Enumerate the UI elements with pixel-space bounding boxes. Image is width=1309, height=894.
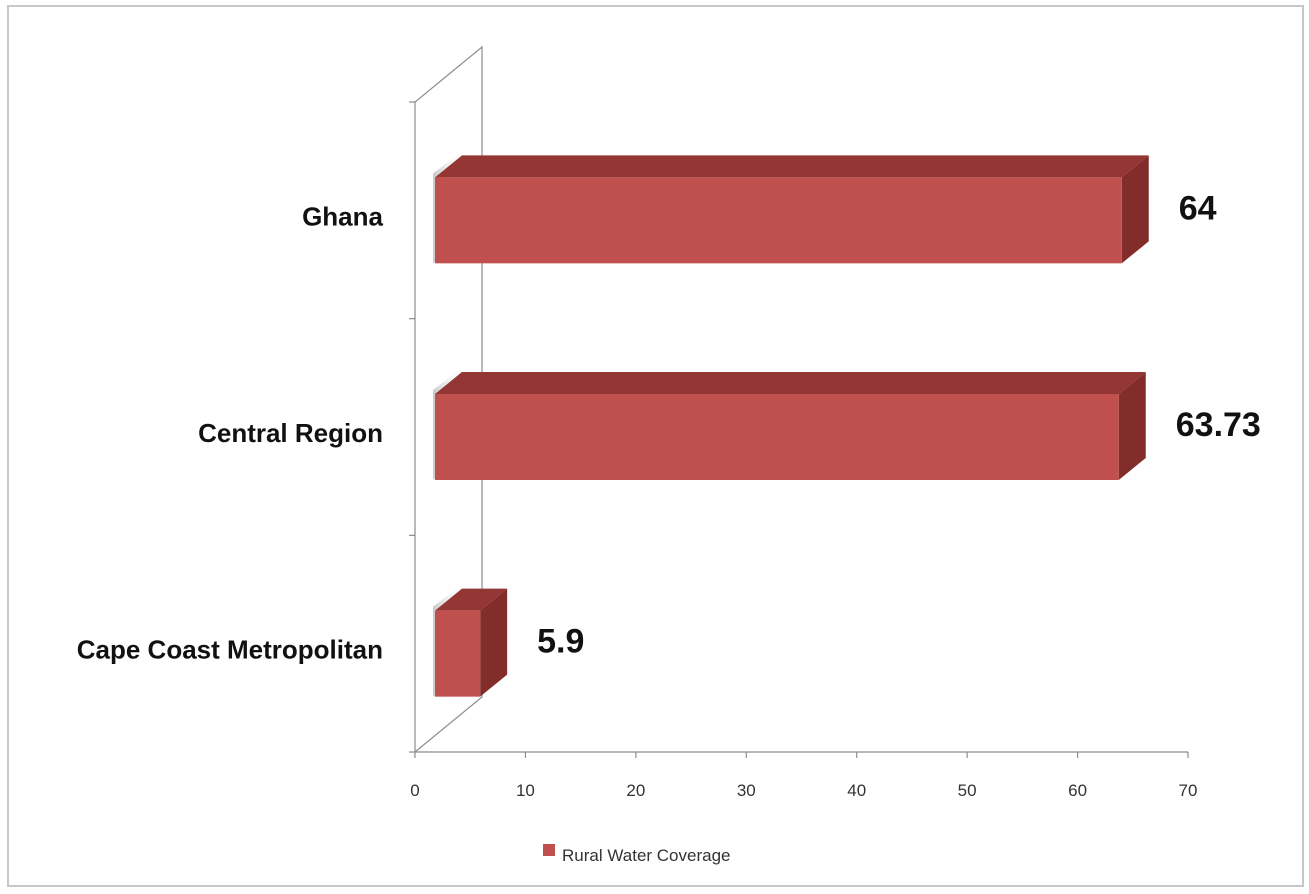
x-axis: 0 10 20 30 40 50 60 70 xyxy=(410,752,1197,800)
value-label: 64 xyxy=(1179,189,1217,227)
legend-label: Rural Water Coverage xyxy=(562,846,731,865)
bar xyxy=(435,177,1122,264)
legend-swatch xyxy=(543,844,555,856)
bar-top xyxy=(435,155,1149,178)
x-tick-label: 30 xyxy=(737,781,756,800)
bar-side xyxy=(1121,155,1149,264)
category-label: Central Region xyxy=(198,418,383,448)
value-label: 63.73 xyxy=(1176,406,1261,444)
value-label: 5.9 xyxy=(537,623,584,661)
x-tick-label: 70 xyxy=(1179,781,1198,800)
bar-side xyxy=(1118,372,1146,480)
x-tick-label: 20 xyxy=(626,781,645,800)
bar xyxy=(435,610,481,697)
labels: Cape Coast Metropolitan 5.9 Central Region… xyxy=(77,189,1261,664)
category-label: Cape Coast Metropolitan xyxy=(77,635,383,665)
bar-top xyxy=(435,372,1146,394)
bar xyxy=(435,394,1119,480)
x-tick-label: 0 xyxy=(410,781,419,800)
x-tick-label: 60 xyxy=(1068,781,1087,800)
x-tick-label: 10 xyxy=(516,781,535,800)
back-wall xyxy=(409,45,1188,754)
bar-top xyxy=(435,588,508,611)
category-label: Ghana xyxy=(302,201,383,231)
legend: Rural Water Coverage xyxy=(543,844,731,865)
bars xyxy=(433,149,1149,697)
x-tick-label: 50 xyxy=(958,781,977,800)
x-tick-label: 40 xyxy=(847,781,866,800)
bar-side xyxy=(480,588,508,697)
